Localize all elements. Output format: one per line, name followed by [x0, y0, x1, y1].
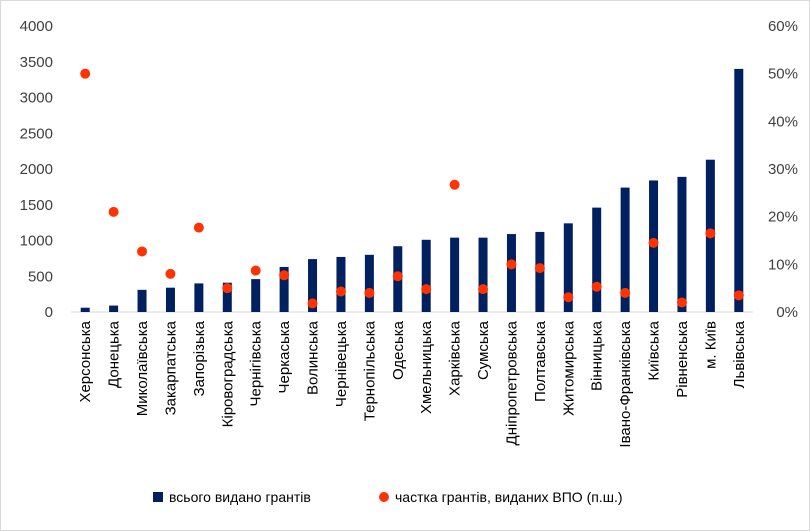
data-point: [80, 68, 91, 79]
bar: [734, 68, 744, 313]
category-label: Волинська: [305, 320, 322, 395]
right-tick-label: 60%: [768, 18, 798, 35]
left-tick-label: 2500: [20, 125, 53, 142]
data-point: [478, 284, 489, 295]
left-tick-label: 3500: [20, 54, 53, 71]
data-point: [364, 287, 375, 298]
left-tick-label: 4000: [20, 18, 53, 35]
bar: [421, 239, 431, 312]
category-label: Хмельницька: [418, 320, 435, 414]
data-point: [165, 268, 176, 279]
category-labels: Херсонська Донецька Миколаївська Закарпатсь…: [77, 320, 748, 447]
data-point: [222, 283, 233, 294]
bar: [677, 176, 687, 312]
data-point: [279, 270, 290, 281]
bar: [592, 207, 602, 312]
data-point: [193, 222, 204, 233]
left-tick-label: 2000: [20, 161, 53, 178]
data-point: [591, 281, 602, 292]
legend-dot-label: частка грантів, виданих ВПО (п.ш.): [395, 489, 623, 505]
data-point: [620, 287, 631, 298]
right-tick-label: 20%: [768, 209, 798, 226]
category-label: Черкаська: [276, 320, 293, 393]
category-label: Одеська: [390, 320, 407, 380]
category-label: м. Київ: [702, 321, 719, 369]
category-label: Івано-Франківська: [617, 320, 634, 447]
bar: [450, 237, 460, 312]
right-tick-label: 50%: [768, 66, 798, 83]
left-tick-label: 3000: [20, 90, 53, 107]
data-point: [137, 246, 148, 257]
data-point: [676, 297, 687, 308]
bar: [364, 254, 374, 312]
category-label: Житомирська: [560, 320, 577, 416]
category-label: Чернігівська: [248, 320, 265, 406]
category-label: Дніпропетровська: [503, 320, 520, 445]
category-label: Донецька: [106, 320, 123, 388]
category-label: Чернівецька: [333, 320, 350, 407]
left-axis: 0 500 1000 1500 2000 2500 3000 3500 4000: [20, 18, 53, 321]
legend-dot-swatch: [379, 492, 389, 502]
bar: [80, 307, 90, 312]
category-label: Тернопільська: [361, 320, 378, 421]
dot-series: [80, 68, 744, 309]
legend-bar-swatch: [153, 492, 163, 502]
right-axis: 0% 10% 20% 30% 40% 50% 60%: [768, 18, 798, 321]
bar: [620, 187, 630, 312]
bar: [336, 256, 346, 312]
data-point: [421, 284, 432, 295]
category-label: Львівська: [731, 320, 748, 388]
category-label: Кіровоградська: [219, 320, 236, 427]
data-point: [392, 271, 403, 282]
bar: [308, 259, 318, 312]
right-tick-label: 30%: [768, 161, 798, 178]
bar: [506, 234, 516, 312]
category-label: Запорізька: [191, 320, 208, 396]
left-tick-label: 1500: [20, 197, 53, 214]
bar: [478, 237, 488, 312]
category-label: Сумська: [475, 320, 492, 380]
data-point: [108, 206, 119, 217]
legend-bar-label: всього видано грантів: [169, 489, 311, 505]
data-point: [705, 228, 716, 239]
data-point: [563, 292, 574, 303]
left-tick-label: 500: [28, 268, 53, 285]
right-tick-label: 40%: [768, 113, 798, 130]
left-tick-label: 1000: [20, 233, 53, 250]
category-label: Вінницька: [589, 320, 606, 391]
category-label: Херсонська: [77, 320, 94, 402]
category-label: Миколаївська: [134, 320, 151, 416]
bar: [251, 279, 261, 312]
bar: [137, 289, 147, 312]
left-tick-label: 0: [45, 304, 53, 321]
data-point: [534, 263, 545, 274]
bar: [222, 282, 232, 312]
data-point: [506, 259, 517, 270]
category-label: Рівненська: [674, 320, 691, 397]
right-tick-label: 10%: [768, 256, 798, 273]
data-point: [449, 179, 460, 190]
bar: [279, 266, 289, 312]
bar: [109, 305, 119, 312]
data-point: [733, 290, 744, 301]
category-label: Закарпатська: [162, 320, 179, 415]
legend: всього видано грантів частка грантів, ви…: [153, 489, 623, 505]
data-point: [335, 286, 346, 297]
bar-series: [80, 68, 744, 313]
bar: [194, 283, 204, 312]
category-label: Харківська: [447, 320, 464, 396]
bar: [563, 223, 573, 312]
data-point: [307, 298, 318, 309]
category-label: Полтавська: [532, 320, 549, 402]
data-point: [250, 265, 261, 276]
data-point: [648, 237, 659, 248]
right-tick-label: 0%: [776, 304, 798, 321]
category-label: Київська: [646, 320, 663, 380]
bar: [165, 287, 175, 312]
